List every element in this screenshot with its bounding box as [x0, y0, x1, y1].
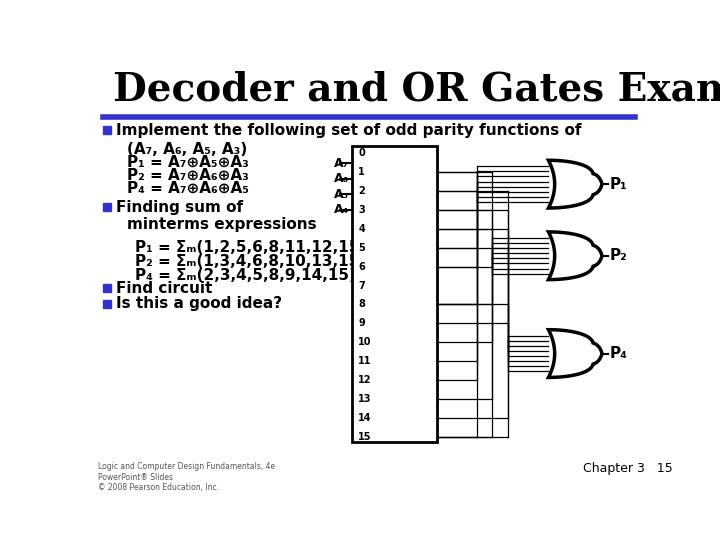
Text: 7: 7 [359, 281, 365, 291]
Text: 10: 10 [359, 338, 372, 347]
Text: 9: 9 [359, 319, 365, 328]
Text: Chapter 3   15: Chapter 3 15 [583, 462, 672, 475]
Text: 13: 13 [359, 394, 372, 404]
Text: Finding sum of: Finding sum of [116, 200, 243, 215]
Text: P₄: P₄ [610, 346, 628, 361]
Text: P₄ = A₇⊕A₆⊕A₅: P₄ = A₇⊕A₆⊕A₅ [127, 181, 249, 196]
Text: Find circuit: Find circuit [116, 281, 212, 295]
Text: 8: 8 [359, 300, 365, 309]
Text: 5: 5 [359, 243, 365, 253]
Text: 0: 0 [359, 148, 365, 158]
Text: P₂: P₂ [610, 248, 627, 264]
Text: 15: 15 [359, 431, 372, 442]
Text: A₇: A₇ [334, 157, 349, 170]
Text: P₂ = A₇⊕A₆⊕A₃: P₂ = A₇⊕A₆⊕A₃ [127, 168, 249, 183]
Text: P₁: P₁ [610, 177, 627, 192]
Text: 14: 14 [359, 413, 372, 423]
Text: Implement the following set of odd parity functions of: Implement the following set of odd parit… [116, 123, 581, 138]
Text: A₆: A₆ [334, 172, 349, 185]
Text: A₅: A₅ [334, 188, 349, 201]
Text: P₁ = A₇⊕A₅⊕A₃: P₁ = A₇⊕A₅⊕A₃ [127, 155, 249, 170]
Text: A₄: A₄ [334, 203, 349, 216]
Text: P₄ = Σₘ(2,3,4,5,8,9,14,15): P₄ = Σₘ(2,3,4,5,8,9,14,15) [135, 268, 356, 283]
Text: Is this a good idea?: Is this a good idea? [116, 296, 282, 311]
Text: 12: 12 [359, 375, 372, 385]
Text: 11: 11 [359, 356, 372, 366]
Text: 6: 6 [359, 262, 365, 272]
Bar [352, 146, 437, 442]
Text: 2: 2 [359, 186, 365, 196]
Text: P₂ = Σₘ(1,3,4,6,8,10,13,15): P₂ = Σₘ(1,3,4,6,8,10,13,15) [135, 254, 366, 269]
Text: 1: 1 [359, 167, 365, 177]
Text: (A₇, A₆, A₅, A₃): (A₇, A₆, A₅, A₃) [127, 142, 248, 157]
Text: P₁ = Σₘ(1,2,5,6,8,11,12,15): P₁ = Σₘ(1,2,5,6,8,11,12,15) [135, 240, 366, 255]
Text: 4: 4 [359, 224, 365, 234]
Text: Logic and Computer Design Fundamentals, 4e
PowerPoint® Slides
© 2008 Pearson Edu: Logic and Computer Design Fundamentals, … [98, 462, 275, 492]
Text: Decoder and OR Gates Example: Decoder and OR Gates Example [113, 71, 720, 109]
Text: 3: 3 [359, 205, 365, 215]
Text: minterms expressions: minterms expressions [127, 217, 317, 232]
